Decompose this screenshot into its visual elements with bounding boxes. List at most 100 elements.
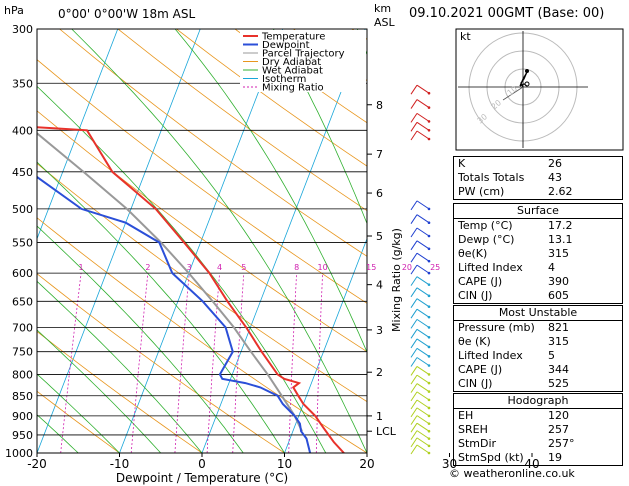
wind-barb-dot bbox=[427, 283, 431, 286]
wind-barb-dot bbox=[427, 345, 431, 349]
dry-adiabat-line bbox=[117, 29, 367, 212]
mu-row: Pressure (mb) 821 bbox=[458, 321, 569, 334]
wind-barb-dot bbox=[427, 129, 431, 132]
wind-barb-staff bbox=[416, 366, 430, 375]
surface-row: Temp (°C) 17.2 bbox=[458, 219, 573, 232]
wind-barb-flag bbox=[410, 422, 418, 433]
surface-row: Dewp (°C) 13.1 bbox=[458, 233, 573, 246]
wet-adiabat-line bbox=[37, 225, 244, 453]
chart-axes: 1 2 3 4 5 8 10 15 20 2530035040045050055060065070… bbox=[5, 23, 540, 471]
wind-barb-flag bbox=[410, 84, 418, 95]
wind-barb-staff bbox=[416, 130, 430, 140]
legend-label: Dry Adiabat bbox=[262, 57, 321, 68]
surface-table: Surface Temp (°C) 17.2 Dewp (°C) 13.1 θe(K… bbox=[453, 203, 623, 304]
legend-label: Wet Adiabat bbox=[262, 66, 323, 77]
wet-adiabat-line bbox=[272, 29, 367, 225]
dry-adiabat-line bbox=[59, 29, 367, 257]
x-axis-title: Dewpoint / Temperature (°C) bbox=[116, 471, 288, 485]
x-tick-label: 10 bbox=[277, 457, 292, 471]
km-tick-label: 3 bbox=[376, 324, 383, 337]
wind-barb-flag bbox=[410, 383, 418, 393]
wind-barb-flag bbox=[410, 227, 418, 238]
wind-barb-staff bbox=[416, 252, 430, 262]
wind-barb-staff bbox=[416, 430, 430, 440]
surface-row: Lifted Index 4 bbox=[458, 261, 555, 274]
x-tick-label: 0 bbox=[198, 457, 206, 471]
pressure-tick-label: 650 bbox=[12, 295, 33, 308]
wet-adiabat-line bbox=[37, 161, 285, 453]
mixing-ratio-line bbox=[288, 273, 297, 453]
wind-barb-flag bbox=[410, 308, 418, 319]
isotherm-line bbox=[201, 29, 366, 453]
mixing-ratio-tick-label: 15 bbox=[366, 263, 376, 272]
legend-label: Parcel Trajectory bbox=[262, 49, 345, 60]
wind-barb-dot bbox=[427, 91, 431, 95]
pressure-tick-label: 900 bbox=[12, 410, 33, 423]
wind-barb bbox=[410, 99, 431, 109]
dry-adiabat-line bbox=[37, 390, 120, 453]
index-row: PW (cm) 2.62 bbox=[458, 185, 573, 198]
wind-barb bbox=[410, 112, 431, 123]
wind-barb-dot bbox=[427, 326, 431, 329]
wind-barb bbox=[410, 298, 431, 308]
wind-barb bbox=[410, 430, 431, 440]
wind-barb-staff bbox=[416, 407, 430, 417]
pressure-tick-label: 800 bbox=[12, 368, 33, 381]
mixing-ratio-line bbox=[406, 273, 407, 453]
wind-barb-staff bbox=[416, 227, 430, 237]
wind-barb-flag bbox=[410, 338, 418, 349]
isotherm-line bbox=[119, 29, 284, 453]
x-tick-label: 20 bbox=[359, 457, 374, 471]
wind-barb bbox=[410, 252, 431, 263]
mu-row: CAPE (J) 344 bbox=[458, 363, 569, 376]
wind-barb-staff bbox=[416, 374, 430, 384]
legend-label: Dewpoint bbox=[262, 40, 310, 51]
isotherm-line bbox=[37, 29, 201, 453]
mixing-ratio-line bbox=[232, 273, 245, 453]
pressure-tick-label: 400 bbox=[12, 124, 33, 137]
wind-barb-staff bbox=[416, 287, 430, 297]
wind-barb-staff bbox=[416, 338, 430, 348]
wind-barb-dot bbox=[427, 429, 431, 433]
hodograph-title: Hodograph bbox=[507, 394, 569, 407]
wind-barb bbox=[410, 318, 431, 329]
isotherm-line bbox=[284, 237, 367, 453]
wind-barb-flag bbox=[410, 276, 418, 286]
wind-barb-staff bbox=[416, 112, 430, 122]
wind-barb-staff bbox=[416, 391, 430, 401]
wind-barb-staff bbox=[416, 328, 430, 338]
wind-barb-staff bbox=[416, 240, 430, 250]
wind-barb-dot bbox=[427, 422, 431, 425]
legend-label: Temperature bbox=[261, 32, 325, 43]
pressure-tick-label: 450 bbox=[12, 166, 33, 179]
wind-barb-dot bbox=[427, 315, 431, 319]
km-tick-label: 7 bbox=[376, 148, 383, 161]
km-tick-label: LCL bbox=[376, 425, 397, 438]
wind-barb bbox=[410, 200, 431, 211]
mixing-ratio-tick-label: 10 bbox=[318, 263, 328, 272]
wind-barb bbox=[410, 422, 431, 433]
pressure-tick-label: 950 bbox=[12, 429, 33, 442]
mu-row: CIN (J) 525 bbox=[458, 377, 569, 390]
mu-row: Lifted Index 5 bbox=[458, 349, 555, 362]
wind-barb bbox=[410, 214, 431, 225]
wind-barb-flag bbox=[410, 319, 418, 329]
wind-barb-staff bbox=[416, 121, 430, 131]
wind-barb-flag bbox=[410, 329, 418, 339]
wind-barb-staff bbox=[416, 308, 430, 318]
wind-barb-flag bbox=[410, 122, 418, 132]
hodograph-kt-label: kt bbox=[460, 30, 471, 43]
surface-row: CAPE (J) 390 bbox=[458, 275, 569, 288]
mixing-ratio-tick-label: 25 bbox=[430, 263, 440, 272]
wind-barb-dot bbox=[427, 381, 431, 385]
wind-barb-dot bbox=[427, 120, 431, 123]
km-tick-label: 6 bbox=[376, 187, 383, 200]
wind-barb-staff bbox=[416, 444, 430, 454]
wind-barb-staff bbox=[416, 415, 430, 425]
mixing-ratio-line bbox=[60, 273, 82, 453]
wind-barb-staff bbox=[416, 357, 430, 366]
wind-barb-flag bbox=[410, 264, 418, 275]
pressure-tick-label: 750 bbox=[12, 346, 33, 359]
